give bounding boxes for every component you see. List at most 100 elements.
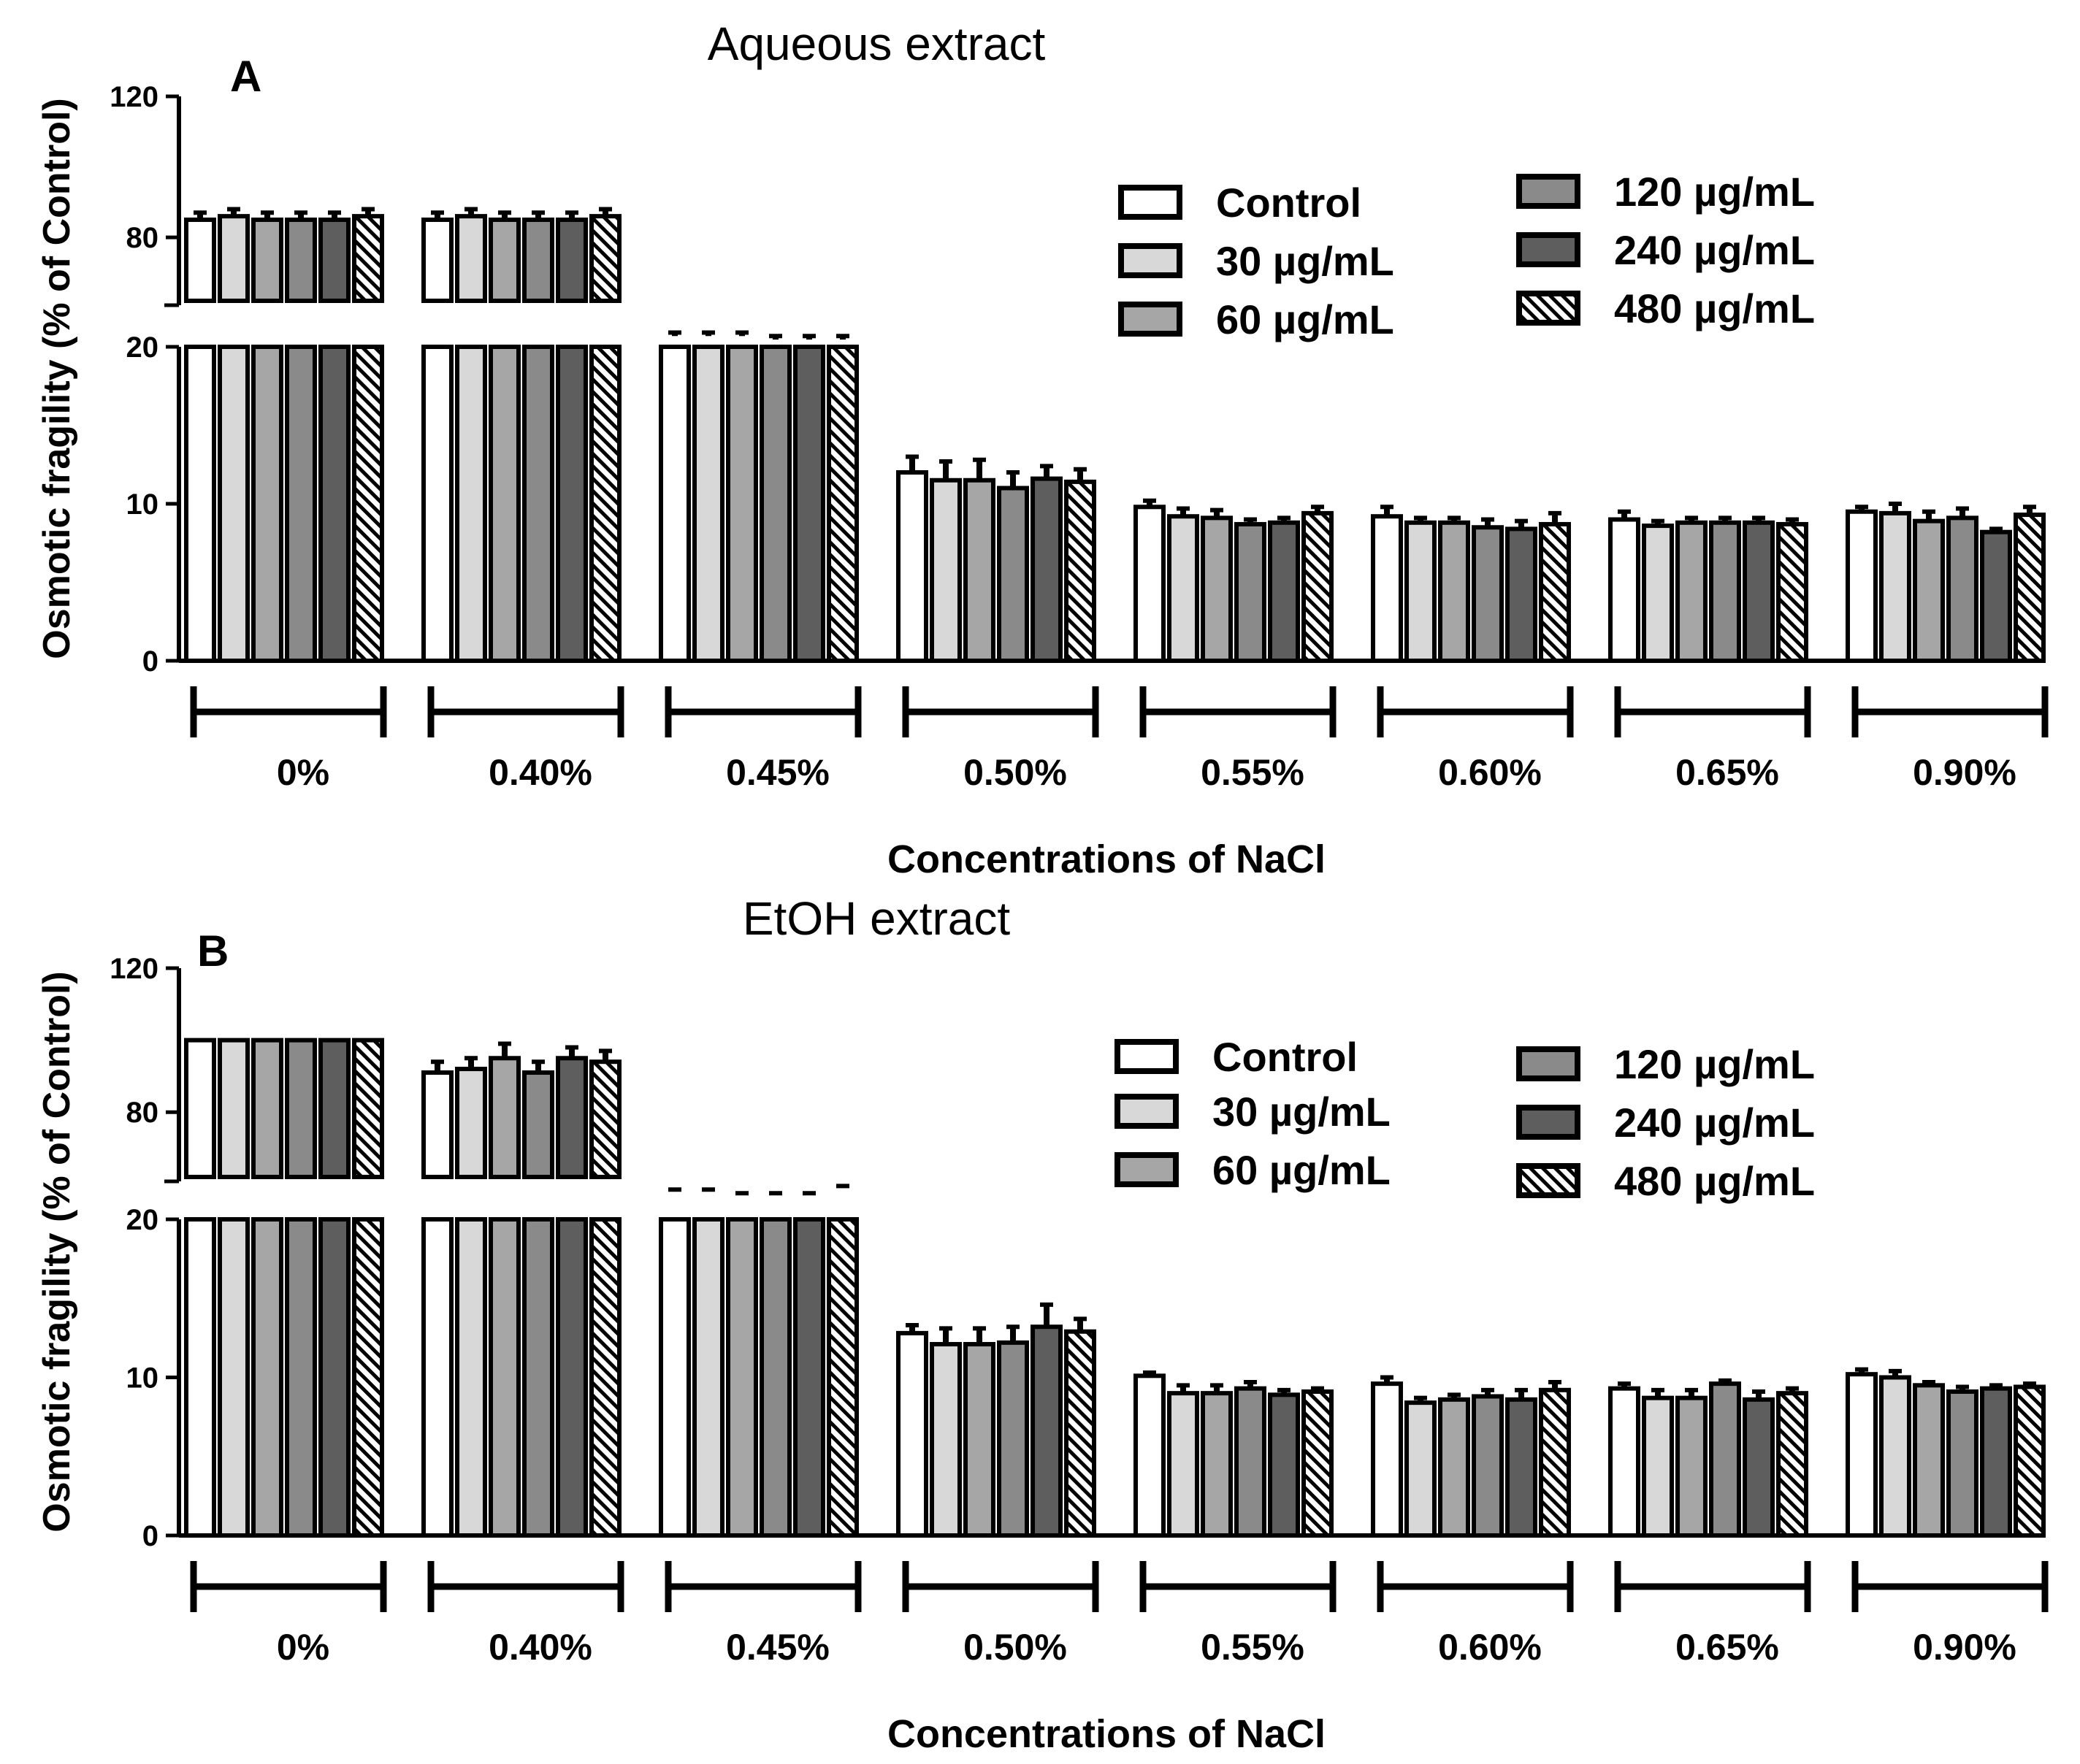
bar-group: 0.40% bbox=[421, 207, 624, 793]
bar bbox=[793, 1217, 825, 1538]
bar bbox=[963, 478, 995, 663]
bar bbox=[827, 345, 859, 663]
category-label: 0.60% bbox=[1438, 752, 1542, 793]
bar-group: 0.65% bbox=[1608, 509, 1811, 793]
bar bbox=[1743, 520, 1775, 663]
x-axis-label: Concentrations of NaCl bbox=[887, 837, 1326, 881]
bar bbox=[421, 1217, 454, 1538]
bar bbox=[1539, 1387, 1571, 1538]
bar bbox=[1438, 1397, 1470, 1538]
legend-swatch bbox=[1118, 185, 1182, 220]
bar bbox=[421, 1070, 454, 1179]
y-tick-label: 20 bbox=[126, 331, 159, 364]
bar-group: 0.60% bbox=[1371, 1375, 1574, 1668]
bar bbox=[522, 345, 554, 663]
y-tick-label: 10 bbox=[126, 1362, 159, 1395]
bar bbox=[760, 1217, 792, 1538]
bar bbox=[522, 217, 554, 303]
bar bbox=[1268, 1392, 1300, 1538]
bar bbox=[1472, 525, 1504, 663]
legend-swatch bbox=[1516, 1163, 1580, 1198]
bar bbox=[318, 345, 351, 663]
bar bbox=[1371, 1381, 1403, 1538]
legend-label: 60 µg/mL bbox=[1212, 1147, 1391, 1193]
bar bbox=[692, 1217, 724, 1538]
bar bbox=[184, 217, 216, 303]
bar bbox=[1743, 1397, 1775, 1538]
category-label: 0.65% bbox=[1675, 752, 1779, 793]
bar bbox=[1776, 521, 1808, 664]
bar-group: 0.60% bbox=[1371, 505, 1574, 793]
legend-item: 30 µg/mL bbox=[1118, 238, 1394, 284]
bar bbox=[1201, 515, 1233, 663]
bar bbox=[1472, 1394, 1504, 1538]
bar bbox=[285, 217, 317, 303]
legend-label: 120 µg/mL bbox=[1614, 1041, 1815, 1087]
bar bbox=[1505, 526, 1537, 664]
legend-swatch bbox=[1118, 243, 1182, 278]
y-tick-label: 120 bbox=[110, 953, 158, 985]
bar-group: 0.90% bbox=[1846, 502, 2049, 793]
bar bbox=[692, 345, 724, 663]
panel-letter: A bbox=[230, 52, 261, 101]
bar bbox=[930, 1342, 962, 1538]
bar-group: 0% bbox=[184, 207, 387, 793]
legend-swatch bbox=[1114, 1094, 1179, 1129]
legend-swatch bbox=[1118, 302, 1182, 337]
legend-item: 60 µg/mL bbox=[1118, 296, 1394, 342]
legend-label: 240 µg/mL bbox=[1614, 227, 1815, 273]
bar bbox=[896, 470, 928, 663]
bar bbox=[1980, 529, 2012, 664]
legend: Control 30 µg/mL 60 µg/mL 120 µg/mL 240 µg/m… bbox=[1114, 1034, 1815, 1204]
bar bbox=[352, 1217, 384, 1538]
bar bbox=[896, 1330, 928, 1538]
category-label: 0.90% bbox=[1913, 752, 2016, 793]
bar bbox=[251, 345, 283, 663]
bar bbox=[997, 1340, 1029, 1538]
bar-group: 0.40% bbox=[421, 1041, 624, 1668]
bar bbox=[1980, 1386, 2012, 1538]
bar bbox=[963, 1342, 995, 1538]
legend-item: Control bbox=[1114, 1034, 1358, 1080]
bar bbox=[455, 1217, 487, 1538]
y-tick-label: 80 bbox=[126, 1097, 159, 1129]
bar bbox=[1438, 520, 1470, 663]
bar bbox=[1879, 1375, 1911, 1538]
bar bbox=[1167, 514, 1199, 664]
bar-group: 0.55% bbox=[1133, 498, 1337, 793]
bar bbox=[218, 1217, 250, 1538]
bar bbox=[251, 1217, 283, 1538]
bar bbox=[184, 345, 216, 663]
bar bbox=[352, 345, 384, 663]
bar bbox=[1642, 524, 1674, 663]
chart-title: EtOH extract bbox=[743, 892, 1011, 945]
legend-item: Control bbox=[1118, 180, 1361, 226]
bar bbox=[589, 214, 622, 304]
bar bbox=[1201, 1391, 1233, 1538]
bar bbox=[1133, 505, 1166, 663]
bar bbox=[522, 1217, 554, 1538]
category-label: 0.45% bbox=[726, 1627, 830, 1668]
legend: Control 30 µg/mL 60 µg/mL 120 µg/mL 240 µg/m… bbox=[1118, 169, 1815, 342]
legend-swatch bbox=[1516, 1046, 1580, 1081]
bar bbox=[1675, 1395, 1708, 1538]
category-label: 0.55% bbox=[1201, 752, 1304, 793]
bar bbox=[1505, 1397, 1537, 1538]
bar bbox=[760, 345, 792, 663]
bar bbox=[1608, 517, 1640, 663]
bar bbox=[726, 1217, 758, 1538]
legend-swatch bbox=[1114, 1039, 1179, 1074]
category-label: 0.60% bbox=[1438, 1627, 1542, 1668]
legend-item: 240 µg/mL bbox=[1516, 1100, 1815, 1146]
x-axis-label: Concentrations of NaCl bbox=[887, 1712, 1326, 1756]
bar bbox=[2014, 1384, 2046, 1538]
legend-label: 120 µg/mL bbox=[1614, 169, 1815, 215]
category-label: 0.50% bbox=[963, 1627, 1067, 1668]
bar bbox=[218, 214, 250, 304]
bar bbox=[1133, 1373, 1166, 1538]
bar bbox=[1031, 476, 1063, 663]
bar bbox=[556, 217, 588, 303]
bar bbox=[1608, 1386, 1640, 1538]
legend-swatch bbox=[1516, 232, 1580, 267]
y-tick-label: 120 bbox=[110, 81, 158, 113]
